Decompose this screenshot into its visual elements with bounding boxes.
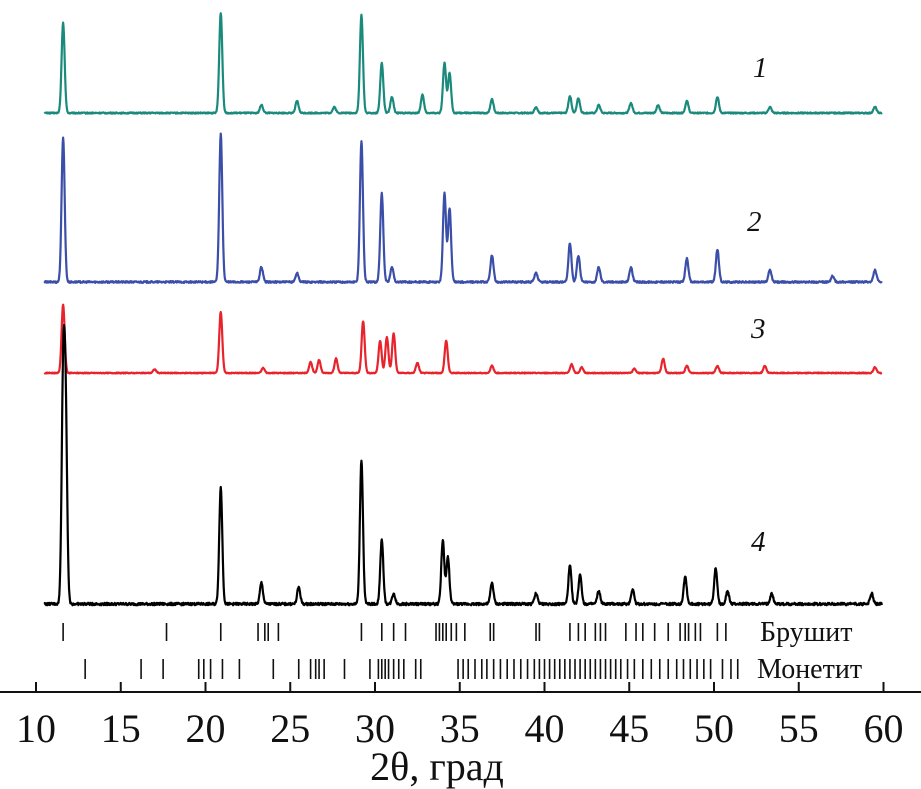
x-tick-label: 30 [355, 706, 395, 751]
x-tick-label: 60 [864, 706, 904, 751]
x-tick-label: 10 [16, 706, 56, 751]
phase-markers-monetite [84, 659, 739, 679]
x-axis-label: 2θ, град [370, 744, 504, 789]
phase-label-brushite: Брушит [760, 617, 853, 648]
series-label-3: 3 [750, 313, 766, 345]
series-group [43, 12, 883, 607]
x-axis-ticks: 10 15 20 25 30 35 40 45 50 55 60 [16, 682, 904, 751]
phase-label-monetite: Монетит [757, 654, 862, 685]
series-label-1: 1 [753, 52, 768, 84]
phase-markers [62, 623, 739, 679]
series-line-4 [43, 323, 883, 607]
series-line-1 [43, 12, 883, 115]
series-label-2: 2 [747, 206, 762, 238]
phase-markers-brushite [62, 623, 727, 641]
x-tick-label: 55 [779, 706, 819, 751]
series-line-3 [43, 303, 883, 375]
series-label-4: 4 [751, 526, 766, 558]
x-tick-label: 45 [609, 706, 649, 751]
x-tick-label: 20 [186, 706, 226, 751]
series-labels: 1 2 3 4 [747, 52, 768, 558]
x-tick-label: 40 [525, 706, 565, 751]
x-tick-label: 50 [694, 706, 734, 751]
x-tick-label: 15 [101, 706, 141, 751]
series-line-2 [43, 132, 883, 284]
x-tick-label: 35 [440, 706, 480, 751]
x-tick-label: 25 [270, 706, 310, 751]
